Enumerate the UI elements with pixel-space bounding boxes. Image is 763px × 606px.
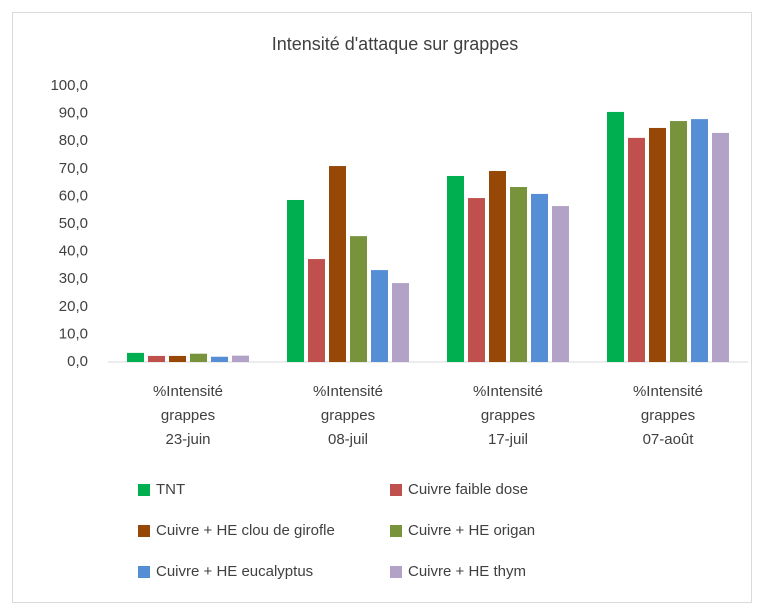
y-tick-label: 20,0 [59, 298, 88, 315]
y-tick-label: 100,0 [50, 77, 88, 94]
x-tick-line: 17-juil [488, 431, 528, 448]
y-tick-label: 10,0 [59, 325, 88, 342]
x-tick-line: %Intensité [473, 383, 543, 400]
x-tick-line: 23-juin [165, 431, 210, 448]
x-tick-line: grappes [161, 407, 215, 424]
y-tick-label: 50,0 [59, 215, 88, 232]
y-tick-label: 90,0 [59, 105, 88, 122]
bar [190, 353, 207, 362]
x-tick-line: %Intensité [313, 383, 383, 400]
bar [287, 199, 304, 362]
legend-label: Cuivre + HE clou de girofle [156, 522, 335, 539]
bar [148, 355, 165, 362]
legend-swatch [390, 525, 402, 537]
chart-title: Intensité d'attaque sur grappes [272, 34, 519, 54]
bar [350, 236, 367, 362]
bar [169, 355, 186, 362]
x-tick-label: %Intensité grappes 07-août [633, 383, 703, 448]
x-tick-label: %Intensité grappes 23-juin [153, 383, 223, 448]
legend-label: Cuivre + HE thym [408, 563, 526, 580]
bar [691, 119, 708, 363]
bar [447, 175, 464, 362]
bar [371, 270, 388, 362]
bar [712, 132, 729, 362]
x-tick-line: grappes [481, 407, 535, 424]
legend-label: Cuivre faible dose [408, 481, 528, 498]
bar [552, 206, 569, 362]
x-tick-label: %Intensité grappes 08-juil [313, 383, 383, 448]
x-tick-line: grappes [321, 407, 375, 424]
x-tick-line: grappes [641, 407, 695, 424]
legend-swatch [390, 484, 402, 496]
y-tick-label: 30,0 [59, 270, 88, 287]
bar [531, 193, 548, 362]
bar [628, 137, 645, 362]
bar [329, 166, 346, 362]
x-tick-line: %Intensité [153, 383, 223, 400]
y-tick-label: 40,0 [59, 243, 88, 260]
x-tick-line: 08-juil [328, 431, 368, 448]
y-tick-label: 60,0 [59, 187, 88, 204]
x-tick-line: 07-août [643, 431, 695, 448]
bar [510, 187, 527, 362]
legend-swatch [390, 566, 402, 578]
x-tick-line: %Intensité [633, 383, 703, 400]
x-tick-label: %Intensité grappes 17-juil [473, 383, 543, 448]
legend-label: Cuivre + HE eucalyptus [156, 563, 313, 580]
bar [468, 198, 485, 362]
bar [392, 283, 409, 362]
legend-swatch [138, 525, 150, 537]
bar [308, 259, 325, 362]
legend-swatch [138, 566, 150, 578]
y-tick-label: 0,0 [67, 353, 88, 370]
legend-label: TNT [156, 481, 185, 498]
bar [232, 355, 249, 362]
legend-label: Cuivre + HE origan [408, 522, 535, 539]
bar [670, 121, 687, 362]
legend-swatch [138, 484, 150, 496]
bar [489, 171, 506, 362]
y-tick-label: 70,0 [59, 160, 88, 177]
bar [127, 352, 144, 362]
y-tick-label: 80,0 [59, 132, 88, 149]
bar [607, 111, 624, 362]
bar [211, 356, 228, 362]
bar [649, 127, 666, 363]
